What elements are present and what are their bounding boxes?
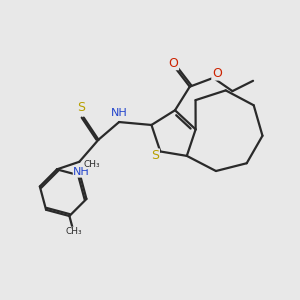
Text: NH: NH bbox=[111, 108, 128, 118]
Text: O: O bbox=[212, 67, 222, 80]
Text: S: S bbox=[77, 101, 85, 114]
Text: NH: NH bbox=[73, 167, 90, 177]
Text: CH₃: CH₃ bbox=[83, 160, 100, 169]
Text: O: O bbox=[169, 57, 178, 70]
Text: CH₃: CH₃ bbox=[65, 227, 82, 236]
Text: S: S bbox=[151, 149, 159, 162]
